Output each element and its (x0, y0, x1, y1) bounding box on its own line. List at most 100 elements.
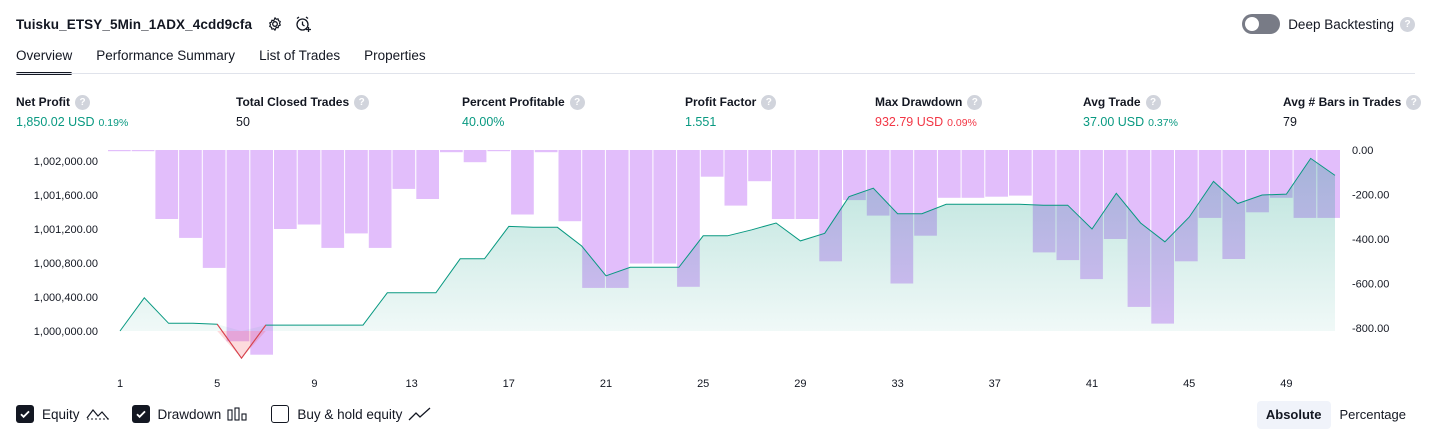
deep-backtesting: Deep Backtesting ? (1242, 12, 1415, 36)
legend-drawdown[interactable]: Drawdown (131, 405, 250, 423)
drawdown-bar (700, 150, 724, 177)
strategy-title: Tuisku_ETSY_5Min_1ADX_4cdd9cfa (16, 16, 253, 32)
deep-backtesting-toggle[interactable] (1242, 14, 1281, 34)
help-icon[interactable]: ? (1406, 94, 1422, 110)
report-header: Tuisku_ETSY_5Min_1ADX_4cdd9cfa (16, 12, 314, 36)
legend-buy-hold-equity[interactable]: Buy & hold equity (271, 405, 432, 423)
drawdown-bar (202, 150, 226, 268)
help-icon[interactable]: ? (75, 94, 90, 110)
scale-mode-switch: Absolute Percentage (1256, 401, 1415, 429)
equity-line-icon (86, 407, 110, 421)
drawdown-checkbox[interactable] (131, 405, 150, 423)
x-axis-tick-label: 21 (600, 378, 612, 390)
equity-line-negative (216, 323, 267, 360)
drawdown-bar (345, 150, 368, 234)
drawdown-bar (605, 150, 629, 288)
help-icon[interactable]: ? (761, 94, 777, 110)
drawdown-bar (179, 150, 202, 238)
drawdown-bar (534, 150, 558, 153)
metric-net-profit: Net Profit? 1,850.02 USD 0.19% (16, 94, 128, 129)
mode-absolute[interactable]: Absolute (1256, 401, 1331, 429)
left-axis-tick-label: 1,000,400.00 (34, 292, 98, 304)
equity-area (120, 158, 1335, 331)
metric-value: 1,850.02 USD (16, 115, 95, 129)
right-axis-tick-label: -600.00 (1352, 279, 1389, 291)
drawdown-bar (1269, 150, 1293, 198)
drawdown-bar (843, 150, 866, 201)
metric-percent-profitable: Percent Profitable? 40.00% (462, 94, 585, 129)
tab-performance-summary[interactable]: Performance Summary (96, 48, 236, 63)
drawdown-bar (1009, 150, 1032, 196)
drawdown-bar (985, 150, 1008, 197)
x-axis-tick-label: 41 (1086, 378, 1098, 390)
left-axis-tick-label: 1,001,200.00 (34, 224, 98, 236)
legend-label: Equity (42, 406, 80, 422)
trend-line-icon (408, 407, 432, 421)
drawdown-bar (724, 150, 748, 206)
mode-percentage[interactable]: Percentage (1339, 407, 1407, 422)
left-axis-tick-label: 1,000,000.00 (34, 326, 98, 338)
help-icon[interactable]: ? (1400, 16, 1415, 32)
metric-label: Net Profit (16, 95, 70, 109)
right-axis-tick-label: -800.00 (1352, 323, 1389, 335)
metric-avg-trade: Avg Trade? 37.00 USD 0.37% (1083, 94, 1178, 129)
drawdown-bar (368, 150, 392, 248)
bars-icon (227, 407, 249, 421)
drawdown-bar (297, 150, 321, 225)
legend-label: Drawdown (157, 406, 222, 422)
chart-legend: Equity Drawdown Buy & hold equity (16, 402, 454, 426)
help-icon[interactable]: ? (967, 94, 983, 110)
drawdown-bar (131, 150, 155, 152)
metric-profit-factor: Profit Factor? 1.551 (685, 94, 777, 129)
drawdown-bar (961, 150, 985, 198)
drawdown-bar (771, 150, 795, 219)
x-axis-tick-label: 29 (794, 378, 806, 390)
equity-checkbox[interactable] (16, 405, 34, 423)
metric-value: 932.79 USD (875, 115, 944, 129)
drawdown-bar (629, 150, 653, 264)
drawdown-bar (226, 150, 250, 342)
drawdown-bar (748, 150, 771, 182)
tabs-divider (16, 73, 1415, 74)
metric-value: 79 (1283, 115, 1297, 129)
drawdown-bar (250, 150, 273, 355)
help-icon[interactable]: ? (1145, 94, 1161, 110)
tab-properties[interactable]: Properties (364, 48, 426, 63)
equity-drawdown-chart[interactable]: 1,000,000.00 1,000,400.00 1,000,800.00 1,00… (0, 140, 1431, 395)
left-axis-tick-label: 1,000,800.00 (34, 258, 98, 270)
drawdown-bar (511, 150, 534, 215)
report-tabs: Overview Performance Summary List of Tra… (16, 44, 450, 76)
metric-label: Max Drawdown (875, 95, 963, 109)
metric-value: 1.551 (685, 115, 717, 129)
metric-percent: 0.09% (947, 117, 977, 129)
drawdown-bar (108, 150, 131, 152)
left-axis-tick-label: 1,002,000.00 (34, 156, 98, 168)
help-icon[interactable]: ? (569, 94, 585, 110)
drawdown-bar (558, 150, 582, 222)
metric-value: 37.00 USD (1083, 115, 1145, 129)
metric-label: Avg Trade (1083, 95, 1141, 109)
x-axis-tick-label: 45 (1183, 378, 1195, 390)
buy-hold-checkbox[interactable] (271, 405, 290, 423)
alarm-clock-plus-icon[interactable] (292, 13, 314, 35)
legend-equity[interactable]: Equity (16, 405, 110, 423)
drawdown-bar (321, 150, 345, 248)
drawdown-bar (440, 150, 463, 153)
drawdown-bar (463, 150, 487, 163)
drawdown-bar (653, 150, 677, 264)
deep-backtesting-label: Deep Backtesting (1288, 16, 1394, 32)
drawdown-bar (392, 150, 416, 189)
gear-icon[interactable] (264, 13, 286, 35)
x-axis-tick-label: 49 (1280, 378, 1292, 390)
help-icon[interactable]: ? (354, 94, 370, 110)
equity-negative-area (120, 331, 1335, 359)
x-axis-tick-label: 13 (405, 378, 417, 390)
tab-list-of-trades[interactable]: List of Trades (259, 48, 341, 63)
metric-percent: 0.37% (1148, 117, 1178, 129)
x-axis-tick-label: 5 (214, 378, 220, 390)
equity-line (119, 157, 1336, 360)
metric-max-drawdown: Max Drawdown? 932.79 USD 0.09% (875, 94, 983, 129)
metric-value: 40.00% (462, 115, 505, 129)
right-axis-tick-label: 0.00 (1352, 145, 1373, 157)
tab-overview[interactable]: Overview (16, 44, 73, 75)
